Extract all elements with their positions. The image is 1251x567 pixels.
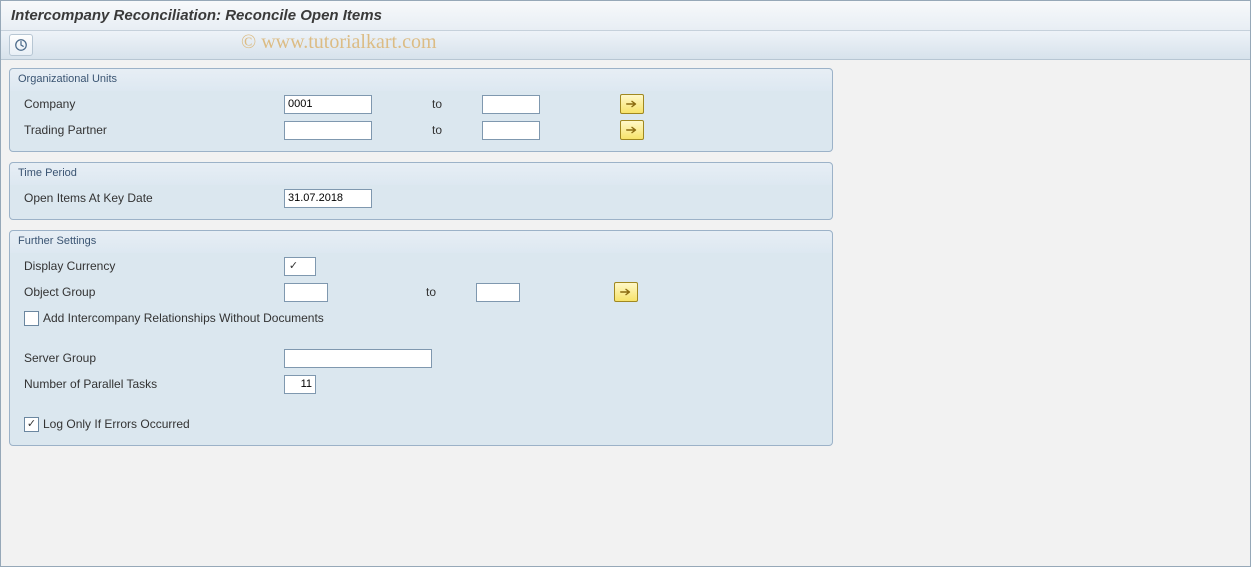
range-button-object-group[interactable] [614, 282, 638, 302]
row-server-group: Server Group [10, 345, 832, 371]
app-window: Intercompany Reconciliation: Reconcile O… [0, 0, 1251, 567]
title-bar: Intercompany Reconciliation: Reconcile O… [1, 1, 1250, 31]
label-parallel-tasks: Number of Parallel Tasks [24, 377, 284, 391]
row-log-errors: ✓ Log Only If Errors Occurred [10, 411, 832, 437]
row-parallel-tasks: Number of Parallel Tasks [10, 371, 832, 397]
input-trading-partner-to[interactable] [482, 121, 540, 140]
checkbox-add-ic[interactable] [24, 311, 39, 326]
row-trading-partner: Trading Partner to [10, 117, 832, 143]
row-company: Company to [10, 91, 832, 117]
input-trading-partner-from[interactable] [284, 121, 372, 140]
input-parallel-tasks[interactable] [284, 375, 316, 394]
checkbox-display-currency[interactable]: ✓ [287, 260, 300, 273]
checkbox-log-errors[interactable]: ✓ [24, 417, 39, 432]
label-to-1: to [372, 97, 482, 111]
row-display-currency: Display Currency ✓ [10, 253, 832, 279]
label-company: Company [24, 97, 284, 111]
group-title-further: Further Settings [10, 231, 832, 253]
clock-icon [14, 38, 28, 52]
page-title: Intercompany Reconciliation: Reconcile O… [11, 7, 382, 24]
input-server-group[interactable] [284, 349, 432, 368]
input-key-date[interactable] [284, 189, 372, 208]
input-company-to[interactable] [482, 95, 540, 114]
group-further-settings: Further Settings Display Currency ✓ Obje… [9, 230, 833, 446]
row-object-group: Object Group to [10, 279, 832, 305]
input-object-group-to[interactable] [476, 283, 520, 302]
label-to-3: to [328, 285, 476, 299]
toolbar: © www.tutorialkart.com [1, 31, 1250, 60]
label-add-ic: Add Intercompany Relationships Without D… [43, 311, 324, 325]
range-button-trading-partner[interactable] [620, 120, 644, 140]
group-title-org-units: Organizational Units [10, 69, 832, 91]
row-add-ic: Add Intercompany Relationships Without D… [10, 305, 832, 331]
input-object-group-from[interactable] [284, 283, 328, 302]
spacer [10, 397, 832, 411]
range-button-company[interactable] [620, 94, 644, 114]
arrow-right-icon [625, 125, 639, 135]
label-to-2: to [372, 123, 482, 137]
label-display-currency: Display Currency [24, 259, 284, 273]
content-area: Organizational Units Company to Trading … [1, 60, 1250, 464]
arrow-right-icon [625, 99, 639, 109]
execute-button[interactable] [9, 34, 33, 56]
input-company-from[interactable] [284, 95, 372, 114]
arrow-right-icon [619, 287, 633, 297]
group-time-period: Time Period Open Items At Key Date [9, 162, 833, 220]
group-title-time-period: Time Period [10, 163, 832, 185]
label-trading-partner: Trading Partner [24, 123, 284, 137]
group-org-units: Organizational Units Company to Trading … [9, 68, 833, 152]
row-key-date: Open Items At Key Date [10, 185, 832, 211]
label-object-group: Object Group [24, 285, 284, 299]
label-log-errors: Log Only If Errors Occurred [43, 417, 190, 431]
label-server-group: Server Group [24, 351, 284, 365]
spacer [10, 331, 832, 345]
label-key-date: Open Items At Key Date [24, 191, 284, 205]
watermark-text: © www.tutorialkart.com [241, 31, 437, 54]
